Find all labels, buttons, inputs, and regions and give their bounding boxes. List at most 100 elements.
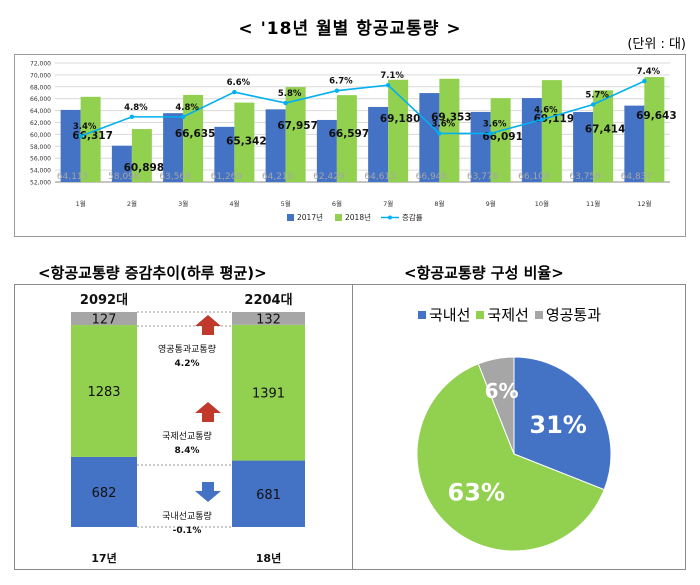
y-tick-label: 66,000	[30, 96, 51, 103]
pie-svg: 31% 63% 6%	[416, 356, 612, 552]
annotation-label: 국제선교통량	[162, 430, 212, 442]
value-label-2018: 67,957	[277, 120, 318, 132]
growth-rate-point	[437, 131, 442, 136]
stacked-segment	[232, 324, 305, 461]
legend-label: 증감률	[402, 212, 423, 222]
growth-rate-label: 4.8%	[175, 103, 199, 113]
growth-rate-point	[180, 114, 186, 120]
daily-trend-svg: 682 1283 127 2092대 17년 681 1391 132 2204대 18년 영공통과…	[71, 293, 305, 565]
growth-rate-label: 6.6%	[227, 78, 251, 88]
monthly-traffic-chart: 52,000 54,000 56,000 58,000 60,000 62,000 64,0…	[14, 54, 686, 237]
value-label-2018: 65,342	[226, 136, 267, 148]
y-tick-label: 56,000	[30, 156, 51, 163]
pie-legend: 국내선 국제선 영공통과	[418, 304, 601, 325]
bar-2018	[131, 129, 152, 182]
y-tick-label: 68,000	[30, 84, 51, 91]
segment-value-label: 681	[256, 488, 281, 503]
value-label-2017: 62,429	[313, 172, 345, 182]
growth-rate-point	[334, 88, 340, 93]
growth-rate-label: 3.4%	[73, 122, 97, 132]
x-tick-label: 1월	[76, 199, 86, 208]
x-tick-label: 4월	[229, 199, 239, 208]
bar-2018	[285, 87, 306, 182]
legend-label: 2018년	[345, 212, 371, 222]
up-arrow-icon	[195, 315, 221, 335]
value-label-2018: 69,180	[380, 113, 421, 125]
slice-label: 31%	[529, 411, 586, 439]
stacked-segment	[232, 460, 305, 527]
growth-rate-label: 6.7%	[329, 77, 353, 87]
trend-chart-title: <항공교통량 증감추이(하루 평균)>	[38, 264, 267, 282]
y-tick-label: 54,000	[30, 168, 51, 175]
bar-2017	[624, 105, 645, 182]
annotation-value: 4.2%	[175, 359, 200, 369]
growth-rate-point	[642, 78, 647, 84]
bar-2017	[521, 98, 542, 182]
international-swatch-icon	[476, 310, 485, 319]
bar-2018	[644, 77, 665, 182]
growth-rate-label: 4.8%	[124, 103, 148, 113]
pie-legend-item-international: 국제선	[476, 304, 529, 325]
annotation-label: 영공통과교통량	[158, 343, 216, 355]
value-label-2018: 69,119	[534, 113, 575, 125]
x-tick-label: 5월	[281, 199, 291, 208]
chart-title: < '18년 월별 항공교통량 >	[238, 19, 462, 39]
pie-legend-label: 국내선	[429, 306, 471, 324]
growth-rate-point	[539, 117, 545, 122]
x-tick-label: 18년	[256, 551, 281, 565]
y-tick-label: 72,000	[30, 61, 51, 68]
bar-2018	[183, 94, 204, 182]
stacked-segment	[71, 312, 137, 326]
value-label-2017: 63,569	[159, 172, 191, 182]
segment-value-label: 1283	[87, 385, 120, 400]
value-label-2017: 58,098	[108, 172, 140, 182]
panel-divider	[352, 284, 353, 570]
value-label-2017: 61,269	[211, 172, 243, 182]
bar-2017	[111, 145, 132, 182]
x-tick-label: 17년	[91, 551, 116, 565]
down-arrow-icon	[195, 482, 221, 502]
slice-label: 63%	[448, 479, 505, 507]
x-tick-label: 9월	[486, 199, 496, 208]
growth-rate-label: 7.1%	[380, 71, 404, 81]
segment-value-label: 127	[92, 313, 117, 328]
pie-slice	[513, 356, 612, 491]
bar-2017	[368, 106, 389, 182]
y-tick-label: 52,000	[30, 180, 51, 187]
bar-2017	[316, 119, 337, 182]
bar-2017	[60, 109, 81, 182]
growth-rate-label: 4.6%	[534, 106, 558, 116]
value-label-2018: 66,597	[329, 128, 370, 140]
pie-chart-title: <항공교통량 구성 비율>	[404, 264, 564, 282]
x-tick-label: 6월	[332, 199, 342, 208]
growth-rate-label: 3.6%	[483, 119, 507, 129]
value-label-2017: 64,837	[621, 172, 653, 182]
bar-2017	[419, 93, 440, 182]
annotation-label: 국내선교통량	[162, 510, 212, 522]
legend-swatch-2018	[335, 214, 342, 221]
legend-marker-growth	[388, 215, 392, 220]
growth-rate-point	[590, 102, 596, 107]
y-tick-label: 70,000	[30, 72, 51, 79]
bar-2018	[490, 98, 511, 182]
bar-2018	[541, 80, 562, 182]
value-label-2017: 64,613	[364, 172, 396, 182]
monthly-traffic-svg: 52,000 54,000 56,000 58,000 60,000 62,000 64,0…	[30, 61, 677, 223]
x-tick-label: 8월	[434, 199, 444, 208]
bar-2018	[336, 95, 357, 182]
bar-2017	[214, 126, 235, 182]
y-tick-label: 58,000	[30, 144, 51, 151]
x-tick-label: 11월	[586, 199, 600, 208]
x-tick-label: 7월	[383, 199, 393, 208]
pie-legend-label: 국제선	[487, 306, 529, 324]
growth-rate-point	[488, 131, 493, 136]
growth-rate-point	[78, 133, 83, 139]
value-label-2018: 69,353	[431, 112, 472, 124]
growth-rate-point	[129, 114, 135, 120]
x-tick-label: 10월	[535, 199, 549, 208]
value-label-2018: 69,643	[636, 110, 677, 122]
pie-legend-label: 영공통과	[545, 306, 602, 324]
segment-value-label: 682	[92, 486, 117, 501]
pie-legend-item-transit: 영공통과	[534, 304, 602, 325]
growth-rate-label: 3.6%	[432, 119, 456, 129]
